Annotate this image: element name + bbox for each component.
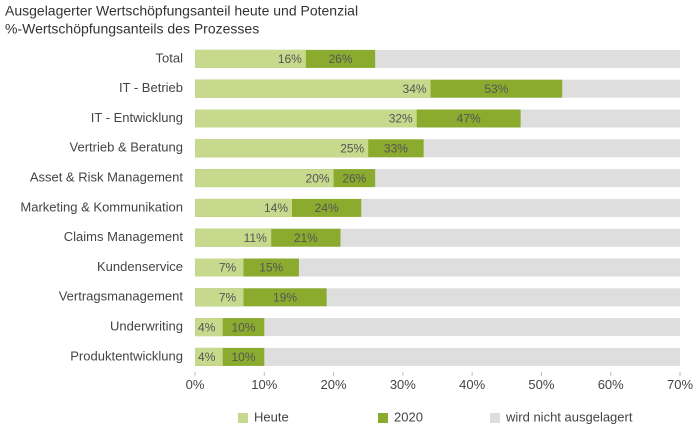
value-label: 26% [342, 171, 366, 185]
value-label: 7% [219, 290, 237, 304]
track [195, 347, 680, 366]
x-tick-label: 10% [251, 377, 277, 392]
y-tick-label: Total [156, 50, 184, 65]
x-tick-label: 30% [390, 377, 416, 392]
value-label: 21% [294, 231, 318, 245]
legend-swatch [238, 413, 248, 423]
bar [195, 318, 223, 337]
value-label: 4% [198, 320, 216, 334]
x-tick-label: 0% [186, 377, 205, 392]
value-label: 14% [264, 201, 288, 215]
value-label: 32% [389, 112, 413, 126]
value-label: 10% [231, 320, 255, 334]
bar [195, 79, 431, 98]
value-label: 7% [219, 261, 237, 275]
y-tick-label: Vertragsmanagement [59, 289, 184, 304]
y-tick-label: Kundenservice [97, 259, 183, 274]
bar [195, 288, 244, 307]
legend-label: 2020 [394, 409, 423, 424]
x-tick-label: 40% [459, 377, 485, 392]
bar [195, 109, 417, 128]
track [195, 258, 680, 277]
legend-swatch [378, 413, 388, 423]
x-tick-label: 20% [321, 377, 347, 392]
chart-subtitle: %-Wertschöpfungsanteils des Prozesses [5, 21, 259, 37]
bar [195, 49, 306, 68]
value-label: 16% [278, 52, 302, 66]
value-label: 10% [231, 350, 255, 364]
value-label: 11% [244, 231, 267, 245]
y-tick-label: IT - Betrieb [119, 80, 183, 95]
value-label: 4% [198, 350, 216, 364]
y-tick-label: Vertrieb & Beratung [70, 140, 183, 155]
value-label: 20% [306, 171, 330, 185]
value-label: 34% [403, 82, 427, 96]
x-tick-label: 70% [667, 377, 693, 392]
y-tick-label: Underwriting [110, 319, 183, 334]
bar [195, 347, 223, 366]
x-tick-label: 50% [528, 377, 554, 392]
value-label: 15% [259, 261, 283, 275]
value-label: 24% [315, 201, 339, 215]
bar [195, 228, 272, 247]
y-tick-label: Claims Management [64, 229, 184, 244]
x-tick-label: 60% [598, 377, 624, 392]
chart-title: Ausgelagerter Wertschöpfungsanteil heute… [5, 3, 358, 19]
value-label: 33% [384, 141, 408, 155]
legend-label: wird nicht ausgelagert [505, 409, 633, 424]
y-tick-label: IT - Entwicklung [91, 110, 183, 125]
value-label: 47% [457, 112, 481, 126]
legend-swatch [490, 413, 500, 423]
track [195, 318, 680, 337]
bar [195, 169, 334, 188]
y-tick-label: Asset & Risk Management [30, 170, 184, 185]
value-label: 25% [340, 141, 364, 155]
legend-label: Heute [254, 409, 289, 424]
bar [195, 198, 292, 217]
bar [195, 258, 244, 277]
value-label: 26% [328, 52, 352, 66]
y-tick-label: Produktentwicklung [70, 348, 183, 363]
value-label: 19% [273, 290, 297, 304]
bar [195, 139, 369, 158]
value-label: 53% [484, 82, 508, 96]
y-tick-label: Marketing & Kommunikation [20, 199, 183, 214]
